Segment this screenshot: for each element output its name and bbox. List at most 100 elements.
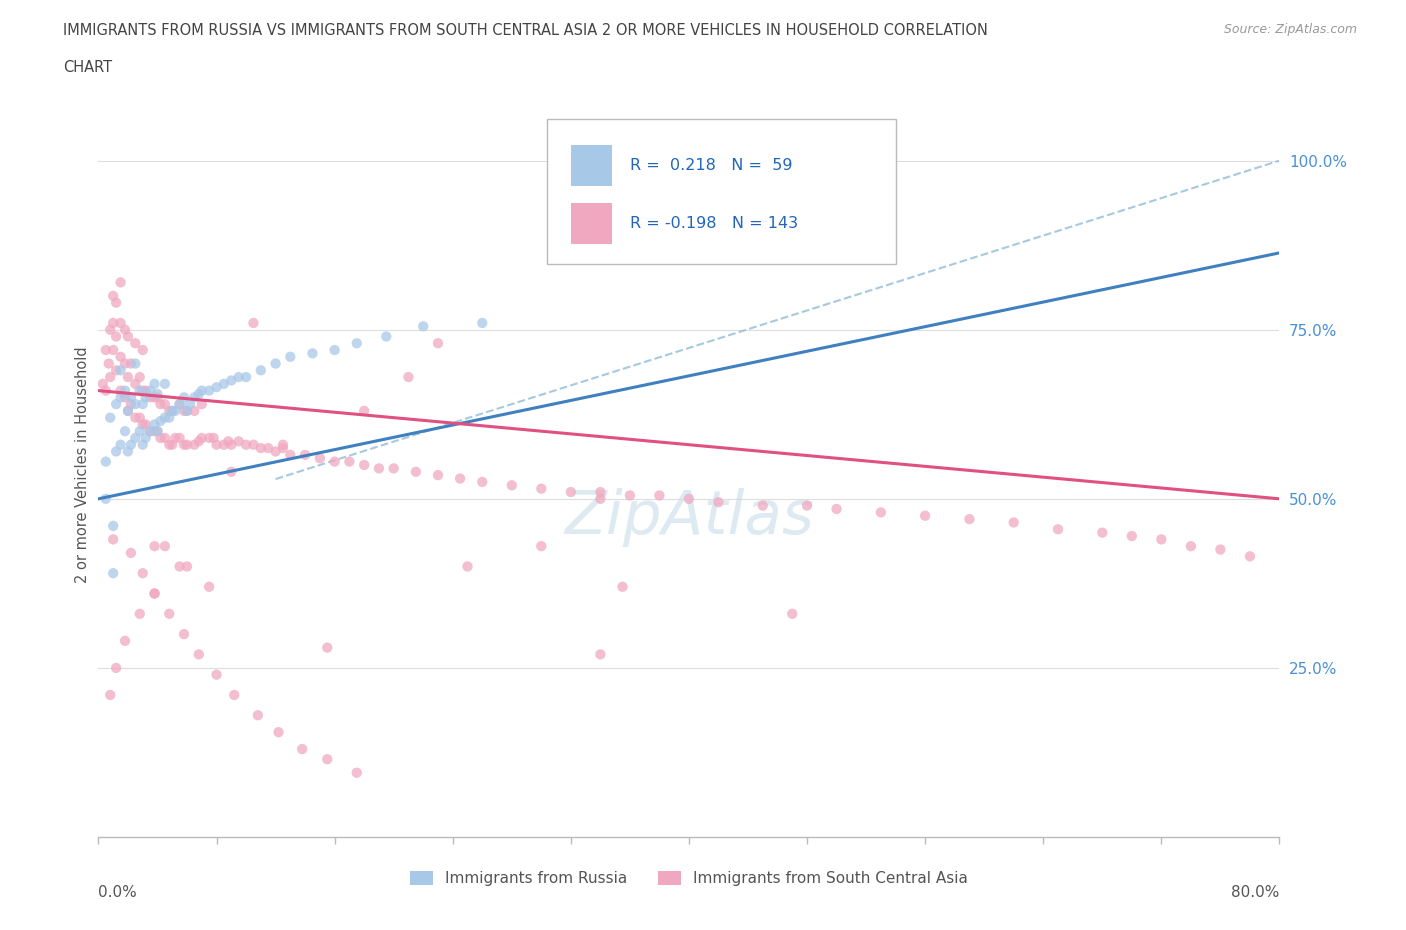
- Point: [205, 667, 228, 682]
- Point: [91, 377, 114, 392]
- Point: [375, 329, 398, 344]
- Point: [264, 444, 287, 458]
- Text: 80.0%: 80.0%: [1232, 885, 1279, 900]
- Point: [959, 512, 981, 526]
- Point: [110, 275, 132, 290]
- Point: [146, 424, 169, 439]
- Point: [212, 377, 235, 392]
- Point: [110, 315, 132, 330]
- Point: [191, 431, 214, 445]
- Point: [1239, 549, 1261, 564]
- Point: [176, 404, 198, 418]
- Point: [246, 708, 269, 723]
- Point: [228, 434, 250, 449]
- Point: [353, 458, 375, 472]
- Point: [157, 410, 180, 425]
- Point: [105, 397, 128, 412]
- Bar: [571, 203, 612, 244]
- Point: [143, 417, 166, 432]
- Point: [1121, 528, 1143, 543]
- Point: [212, 437, 235, 452]
- Point: [205, 379, 228, 394]
- Point: [1046, 522, 1069, 537]
- Point: [132, 565, 155, 580]
- Point: [323, 454, 346, 469]
- Point: [1209, 542, 1232, 557]
- Point: [94, 491, 117, 506]
- Point: [589, 647, 612, 662]
- Point: [294, 447, 316, 462]
- Point: [235, 369, 257, 384]
- Point: [242, 437, 264, 452]
- Point: [146, 387, 169, 402]
- Point: [165, 431, 187, 445]
- Point: [162, 404, 183, 418]
- Point: [165, 404, 187, 418]
- Point: [132, 417, 155, 432]
- Point: [139, 390, 162, 405]
- Point: [183, 404, 205, 418]
- Point: [1150, 532, 1173, 547]
- Point: [98, 410, 121, 425]
- Point: [323, 342, 346, 357]
- Point: [94, 342, 117, 357]
- Point: [135, 431, 157, 445]
- Point: [648, 488, 671, 503]
- Point: [128, 383, 150, 398]
- Point: [162, 437, 183, 452]
- Point: [135, 390, 157, 405]
- Point: [869, 505, 891, 520]
- Point: [257, 441, 280, 456]
- Point: [135, 417, 157, 432]
- Point: [110, 437, 132, 452]
- Point: [530, 481, 553, 496]
- Point: [157, 437, 180, 452]
- Point: [143, 538, 166, 553]
- Point: [169, 431, 191, 445]
- Point: [103, 532, 125, 547]
- Point: [143, 377, 166, 392]
- Point: [825, 501, 848, 516]
- Point: [143, 390, 166, 405]
- Text: CHART: CHART: [63, 60, 112, 75]
- Point: [183, 390, 205, 405]
- Point: [219, 464, 242, 479]
- Point: [242, 315, 264, 330]
- Point: [105, 363, 128, 378]
- Point: [128, 424, 150, 439]
- Point: [173, 627, 195, 642]
- Point: [219, 437, 242, 452]
- Point: [105, 329, 128, 344]
- Point: [149, 397, 172, 412]
- Point: [187, 387, 209, 402]
- Bar: [571, 145, 612, 186]
- Point: [250, 363, 273, 378]
- Point: [143, 586, 166, 601]
- Point: [120, 390, 142, 405]
- Point: [114, 390, 136, 405]
- Point: [120, 437, 142, 452]
- Text: Source: ZipAtlas.com: Source: ZipAtlas.com: [1223, 23, 1357, 36]
- Point: [169, 559, 191, 574]
- Point: [143, 424, 166, 439]
- Point: [278, 350, 302, 365]
- Point: [97, 356, 120, 371]
- Point: [98, 323, 121, 338]
- Point: [382, 461, 405, 476]
- Point: [179, 397, 201, 412]
- Point: [309, 451, 332, 466]
- Point: [589, 485, 612, 499]
- Point: [405, 464, 427, 479]
- Point: [114, 356, 136, 371]
- Point: [176, 437, 198, 452]
- Point: [412, 319, 434, 334]
- Point: [114, 383, 136, 398]
- Point: [110, 363, 132, 378]
- Point: [135, 383, 157, 398]
- Point: [103, 288, 125, 303]
- Point: [124, 397, 146, 412]
- Point: [105, 444, 128, 458]
- Point: [589, 491, 612, 506]
- Point: [114, 323, 136, 338]
- Point: [796, 498, 818, 513]
